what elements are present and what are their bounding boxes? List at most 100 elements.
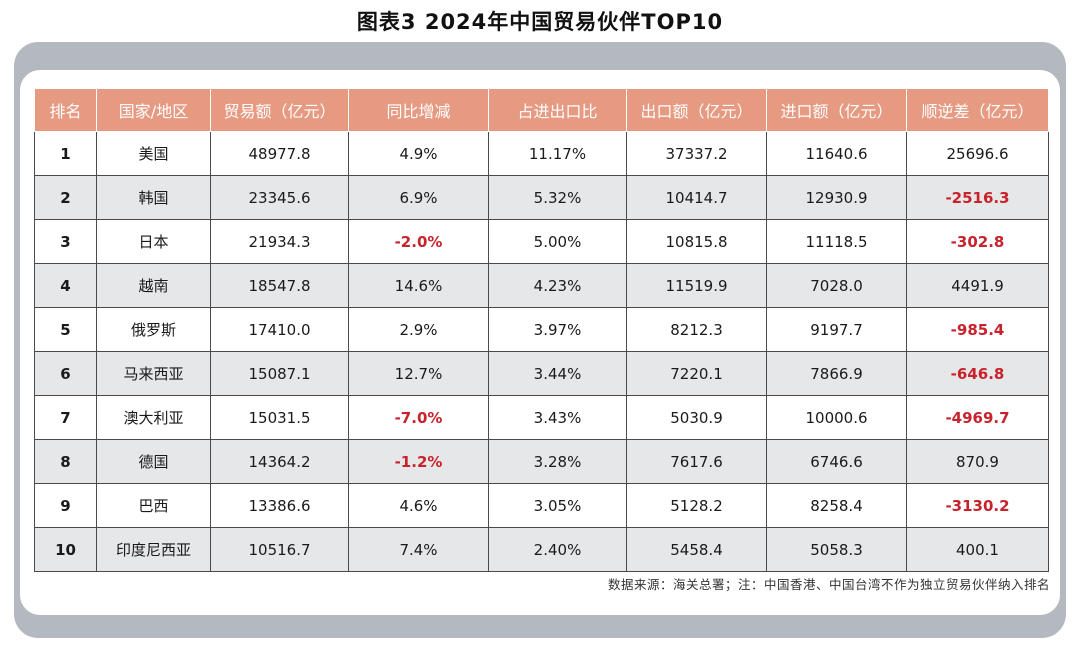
balance-cell: 400.1 xyxy=(906,527,1049,572)
rank-cell: 9 xyxy=(34,483,97,528)
header-yoy-change: 同比增减 xyxy=(348,88,489,132)
header-exports: 出口额（亿元） xyxy=(626,88,767,132)
share-cell: 5.32% xyxy=(488,175,627,220)
header-row: 排名 国家/地区 贸易额（亿元） 同比增减 占进出口比 出口额（亿元） 进口额（… xyxy=(34,88,1049,132)
country-cell: 俄罗斯 xyxy=(96,307,211,352)
exports-cell: 7617.6 xyxy=(626,439,767,484)
table-row: 8 德国 14364.2 -1.2% 3.28% 7617.6 6746.6 870.9 xyxy=(34,439,1049,484)
trade-volume-cell: 10516.7 xyxy=(210,527,349,572)
yoy-change-cell: 12.7% xyxy=(348,351,489,396)
trade-volume-cell: 15087.1 xyxy=(210,351,349,396)
imports-cell: 8258.4 xyxy=(766,483,907,528)
yoy-change-cell: 4.9% xyxy=(348,131,489,176)
exports-cell: 5128.2 xyxy=(626,483,767,528)
balance-cell: -985.4 xyxy=(906,307,1049,352)
table-row: 4 越南 18547.8 14.6% 4.23% 11519.9 7028.0 4491.9 xyxy=(34,263,1049,308)
share-cell: 3.05% xyxy=(488,483,627,528)
balance-cell: -3130.2 xyxy=(906,483,1049,528)
country-cell: 巴西 xyxy=(96,483,211,528)
balance-cell: 870.9 xyxy=(906,439,1049,484)
yoy-change-cell: 2.9% xyxy=(348,307,489,352)
share-cell: 2.40% xyxy=(488,527,627,572)
country-cell: 印度尼西亚 xyxy=(96,527,211,572)
country-cell: 马来西亚 xyxy=(96,351,211,396)
imports-cell: 6746.6 xyxy=(766,439,907,484)
rank-cell: 7 xyxy=(34,395,97,440)
trade-volume-cell: 23345.6 xyxy=(210,175,349,220)
balance-cell: 4491.9 xyxy=(906,263,1049,308)
exports-cell: 7220.1 xyxy=(626,351,767,396)
table-row: 5 俄罗斯 17410.0 2.9% 3.97% 8212.3 9197.7 -985.4 xyxy=(34,307,1049,352)
trade-volume-cell: 48977.8 xyxy=(210,131,349,176)
imports-cell: 10000.6 xyxy=(766,395,907,440)
trade-volume-cell: 14364.2 xyxy=(210,439,349,484)
rank-cell: 8 xyxy=(34,439,97,484)
country-cell: 越南 xyxy=(96,263,211,308)
yoy-change-cell: -1.2% xyxy=(348,439,489,484)
trade-volume-cell: 21934.3 xyxy=(210,219,349,264)
yoy-change-cell: 14.6% xyxy=(348,263,489,308)
table-row: 2 韩国 23345.6 6.9% 5.32% 10414.7 12930.9 -2516.3 xyxy=(34,175,1049,220)
table-body: 1 美国 48977.8 4.9% 11.17% 37337.2 11640.6 25696.… xyxy=(34,131,1049,572)
exports-cell: 37337.2 xyxy=(626,131,767,176)
table-row: 7 澳大利亚 15031.5 -7.0% 3.43% 5030.9 10000.6 -4969… xyxy=(34,395,1049,440)
rank-cell: 2 xyxy=(34,175,97,220)
imports-cell: 11118.5 xyxy=(766,219,907,264)
imports-cell: 12930.9 xyxy=(766,175,907,220)
imports-cell: 7028.0 xyxy=(766,263,907,308)
table-row: 6 马来西亚 15087.1 12.7% 3.44% 7220.1 7866.9 -646.8 xyxy=(34,351,1049,396)
exports-cell: 5030.9 xyxy=(626,395,767,440)
chart-title: 图表3 2024年中国贸易伙伴TOP10 xyxy=(356,10,724,34)
share-cell: 11.17% xyxy=(488,131,627,176)
table-row: 9 巴西 13386.6 4.6% 3.05% 5128.2 8258.4 -3130.2 xyxy=(34,483,1049,528)
header-trade-volume: 贸易额（亿元） xyxy=(210,88,349,132)
exports-cell: 10414.7 xyxy=(626,175,767,220)
balance-cell: 25696.6 xyxy=(906,131,1049,176)
country-cell: 德国 xyxy=(96,439,211,484)
trade-partners-table: 排名 国家/地区 贸易额（亿元） 同比增减 占进出口比 出口额（亿元） 进口额（… xyxy=(34,88,1049,572)
imports-cell: 9197.7 xyxy=(766,307,907,352)
trade-volume-cell: 13386.6 xyxy=(210,483,349,528)
balance-cell: -2516.3 xyxy=(906,175,1049,220)
header-rank: 排名 xyxy=(34,88,97,132)
rank-cell: 5 xyxy=(34,307,97,352)
trade-volume-cell: 15031.5 xyxy=(210,395,349,440)
trade-volume-cell: 17410.0 xyxy=(210,307,349,352)
exports-cell: 5458.4 xyxy=(626,527,767,572)
rank-cell: 10 xyxy=(34,527,97,572)
yoy-change-cell: 4.6% xyxy=(348,483,489,528)
table-row: 10 印度尼西亚 10516.7 7.4% 2.40% 5458.4 5058.3 400.1 xyxy=(34,527,1049,572)
exports-cell: 8212.3 xyxy=(626,307,767,352)
exports-cell: 11519.9 xyxy=(626,263,767,308)
share-cell: 5.00% xyxy=(488,219,627,264)
rank-cell: 3 xyxy=(34,219,97,264)
balance-cell: -4969.7 xyxy=(906,395,1049,440)
country-cell: 韩国 xyxy=(96,175,211,220)
table-row: 3 日本 21934.3 -2.0% 5.00% 10815.8 11118.5 -302.8 xyxy=(34,219,1049,264)
share-cell: 3.28% xyxy=(488,439,627,484)
imports-cell: 5058.3 xyxy=(766,527,907,572)
header-balance: 顺逆差（亿元） xyxy=(906,88,1049,132)
header-share: 占进出口比 xyxy=(488,88,627,132)
yoy-change-cell: 7.4% xyxy=(348,527,489,572)
balance-cell: -302.8 xyxy=(906,219,1049,264)
exports-cell: 10815.8 xyxy=(626,219,767,264)
yoy-change-cell: 6.9% xyxy=(348,175,489,220)
imports-cell: 7866.9 xyxy=(766,351,907,396)
rank-cell: 1 xyxy=(34,131,97,176)
rank-cell: 6 xyxy=(34,351,97,396)
share-cell: 3.97% xyxy=(488,307,627,352)
share-cell: 3.44% xyxy=(488,351,627,396)
imports-cell: 11640.6 xyxy=(766,131,907,176)
share-cell: 3.43% xyxy=(488,395,627,440)
balance-cell: -646.8 xyxy=(906,351,1049,396)
yoy-change-cell: -2.0% xyxy=(348,219,489,264)
country-cell: 澳大利亚 xyxy=(96,395,211,440)
share-cell: 4.23% xyxy=(488,263,627,308)
table-row: 1 美国 48977.8 4.9% 11.17% 37337.2 11640.6 25696.… xyxy=(34,131,1049,176)
country-cell: 日本 xyxy=(96,219,211,264)
yoy-change-cell: -7.0% xyxy=(348,395,489,440)
rank-cell: 4 xyxy=(34,263,97,308)
trade-volume-cell: 18547.8 xyxy=(210,263,349,308)
source-note: 数据来源：海关总署；注：中国香港、中国台湾不作为独立贸易伙伴纳入排名 xyxy=(607,577,1050,592)
